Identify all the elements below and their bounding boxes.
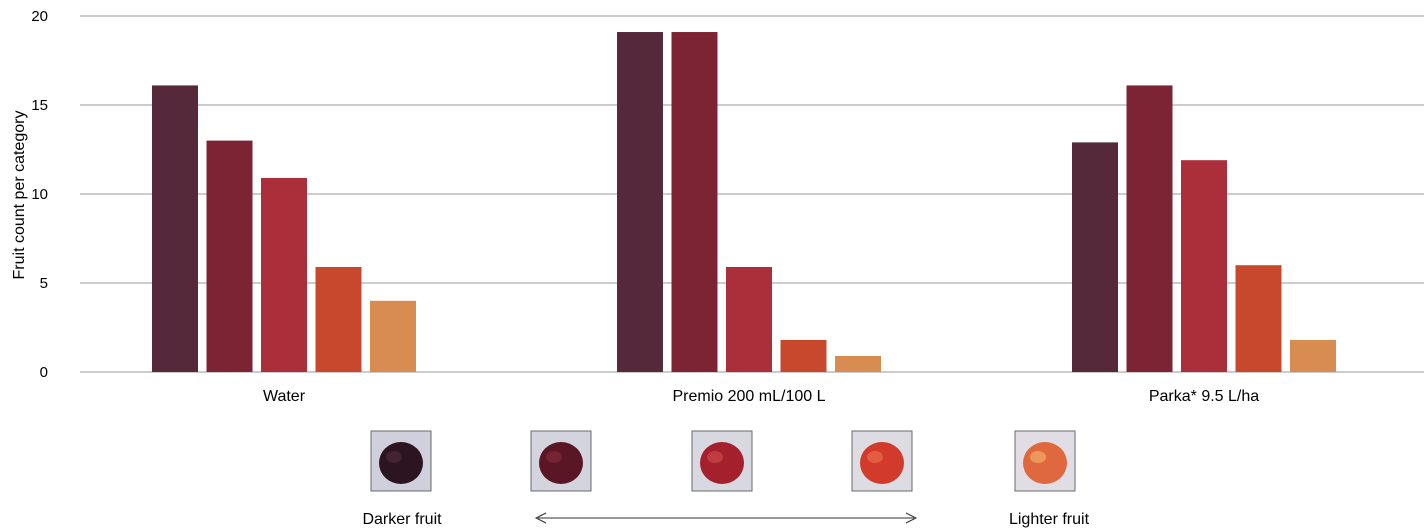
bar (1072, 142, 1118, 372)
bar (261, 177, 307, 372)
y-tick-label: 10 (31, 186, 48, 203)
apple-body (860, 442, 904, 484)
darker-lighter-arrow (534, 512, 918, 524)
lightest-apple-swatch (1014, 430, 1076, 492)
color-legend: Darker fruit Lighter fruit (362, 430, 1090, 528)
bar (152, 85, 198, 373)
apple-highlight (1030, 451, 1046, 463)
light-apple-swatch (851, 430, 913, 492)
bar (1290, 339, 1336, 372)
apple-body (379, 442, 423, 484)
category-labels: Water Premio 200 mL/100 L Parka* 9.5 L/ha (263, 388, 1259, 405)
mid-apple-swatch (691, 430, 753, 492)
bar-group (152, 85, 416, 373)
apple-highlight (386, 451, 402, 463)
apple-highlight (546, 451, 562, 463)
bar-group (617, 32, 881, 373)
apple-highlight (867, 451, 883, 463)
dark-apple-swatch (530, 430, 592, 492)
y-tick-label: 20 (31, 8, 48, 25)
y-tick-labels: 0 5 10 15 20 (31, 8, 48, 381)
y-axis-title: Fruit count per category (11, 111, 28, 280)
bar-group (1072, 85, 1336, 373)
bar (617, 32, 663, 373)
legend-left-label: Darker fruit (362, 511, 442, 528)
bars (152, 32, 1336, 373)
bar (671, 32, 718, 373)
apple-body (700, 442, 744, 484)
category-label: Parka* 9.5 L/ha (1149, 388, 1259, 405)
y-tick-label: 0 (40, 364, 48, 381)
y-tick-label: 5 (40, 275, 48, 292)
bar (780, 339, 827, 372)
apple-body (1023, 442, 1067, 484)
bar (315, 266, 362, 372)
bar (726, 266, 772, 372)
apple-body (539, 442, 583, 484)
category-label: Premio 200 mL/100 L (673, 388, 826, 405)
y-tick-label: 15 (31, 97, 48, 114)
apple-highlight (707, 451, 723, 463)
bar (370, 300, 416, 372)
bar (1126, 85, 1173, 373)
legend-right-label: Lighter fruit (1009, 511, 1090, 528)
bar (1235, 265, 1282, 372)
bar (206, 140, 253, 372)
bar (835, 355, 881, 372)
legend-swatches (370, 430, 1076, 492)
darkest-apple-swatch (370, 430, 432, 492)
bar (1181, 160, 1227, 372)
category-label: Water (263, 388, 306, 405)
